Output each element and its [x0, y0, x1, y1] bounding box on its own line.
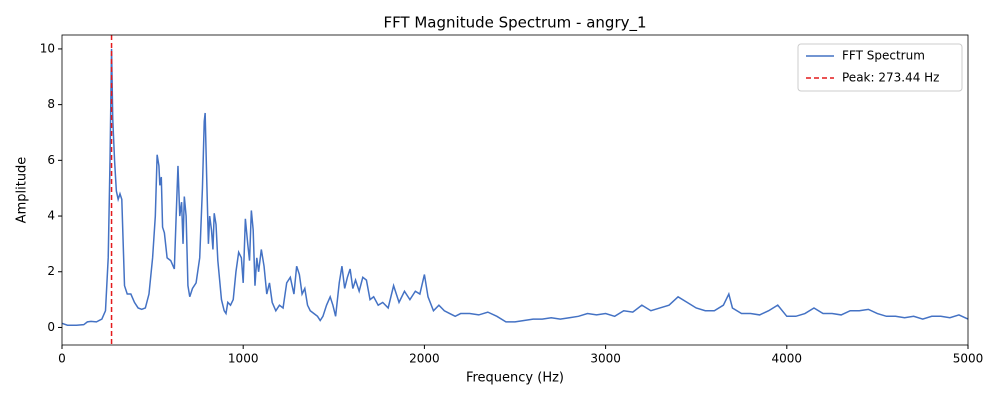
chart-title: FFT Magnitude Spectrum - angry_1 [383, 14, 646, 33]
y-tick-label: 0 [47, 320, 55, 334]
y-axis-label: Amplitude [15, 157, 30, 224]
x-tick-label: 3000 [590, 352, 621, 366]
x-tick-label: 0 [58, 352, 66, 366]
x-tick-label: 2000 [409, 352, 440, 366]
x-axis-label: Frequency (Hz) [466, 371, 564, 386]
x-tick-label: 1000 [228, 352, 259, 366]
x-tick-label: 4000 [772, 352, 803, 366]
legend-box [797, 43, 963, 92]
y-tick-label: 2 [47, 264, 55, 278]
y-tick-label: 8 [47, 97, 55, 111]
y-tick-label: 10 [40, 41, 55, 55]
x-tick-label: 5000 [953, 352, 984, 366]
y-tick-label: 6 [47, 153, 55, 167]
legend-label: Peak: 273.44 Hz [842, 71, 939, 85]
y-tick-label: 4 [47, 209, 55, 223]
spectrum-line [61, 48, 969, 326]
axes-frame [61, 34, 969, 346]
legend-label: FFT Spectrum [842, 49, 925, 63]
